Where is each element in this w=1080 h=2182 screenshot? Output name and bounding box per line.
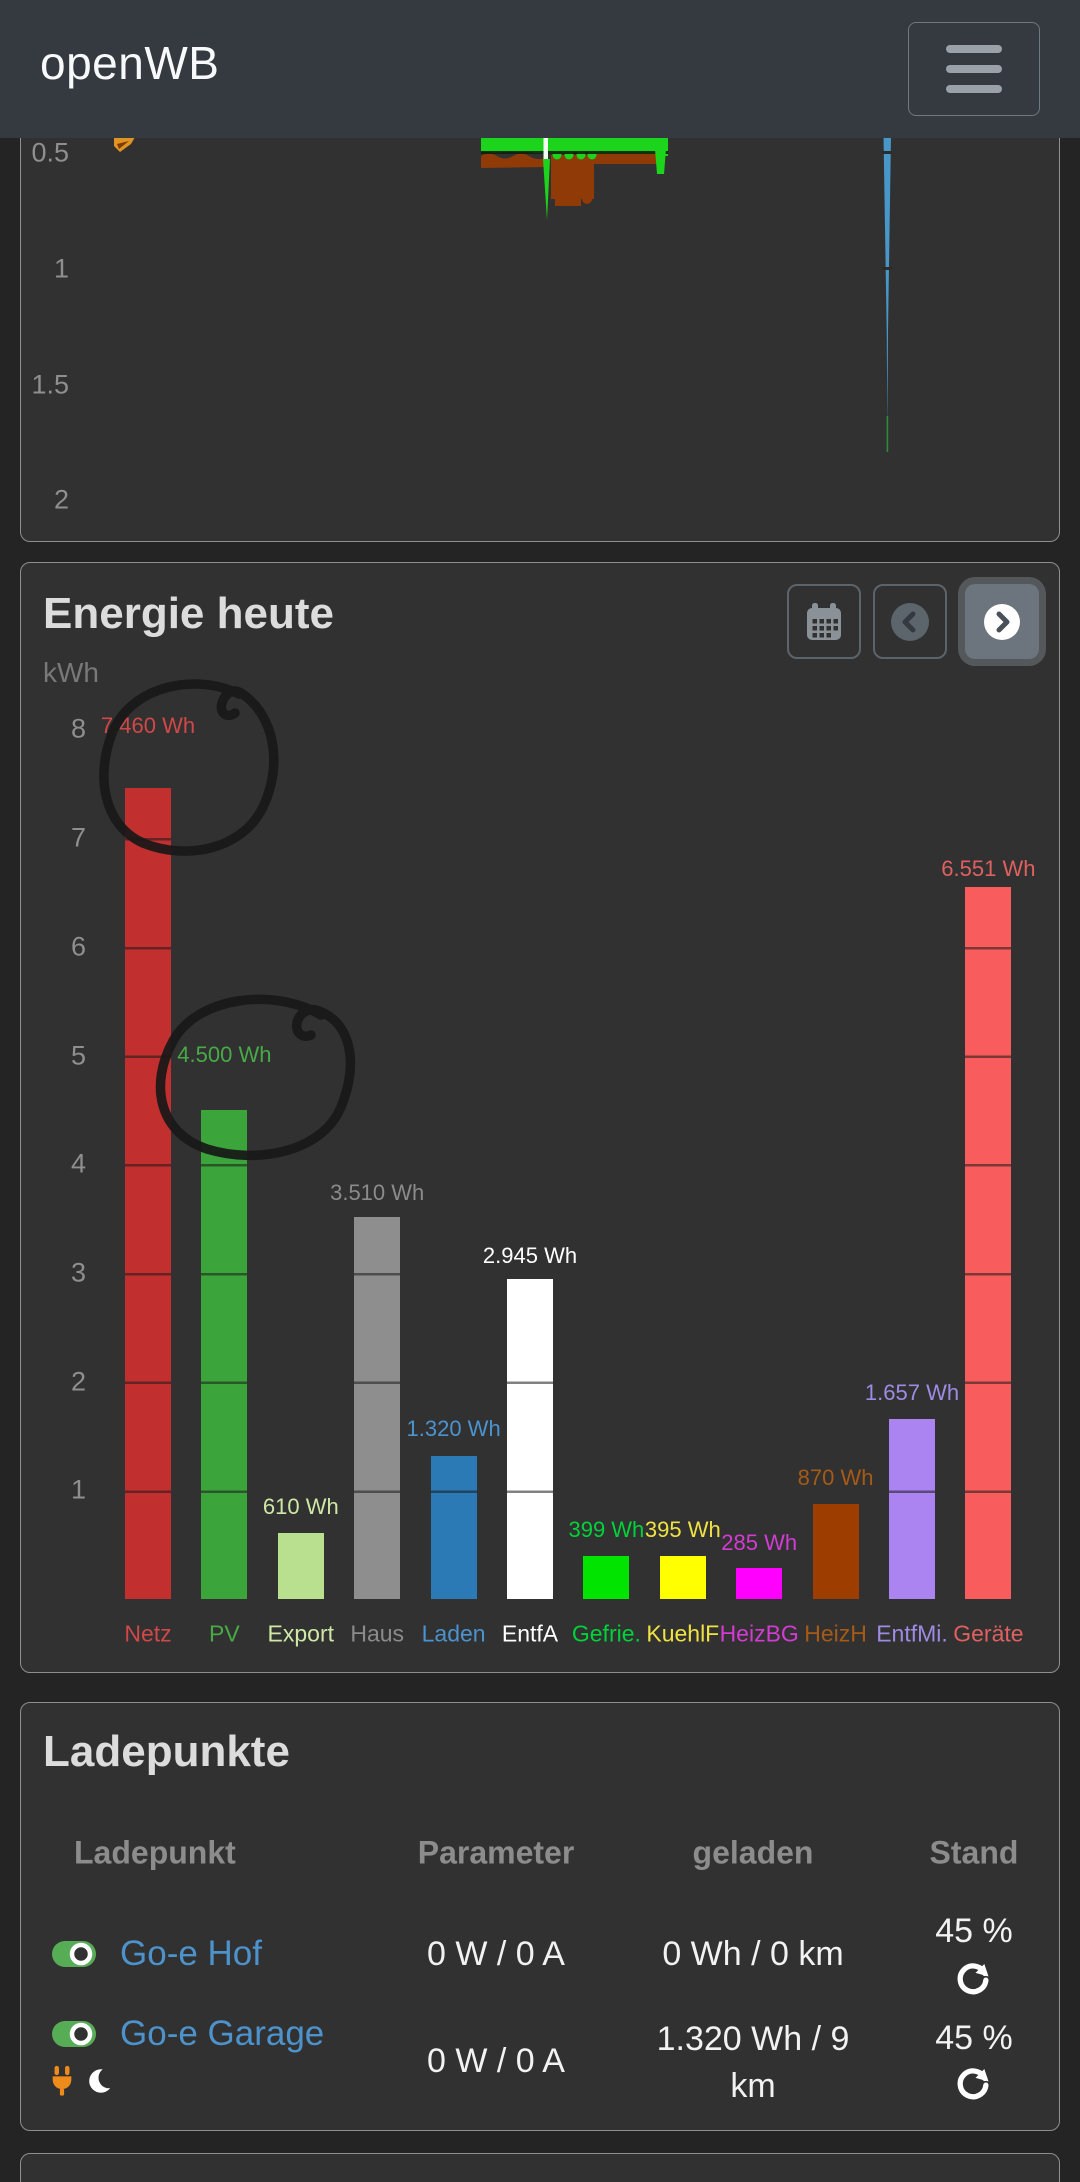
next-card-partial xyxy=(20,2153,1060,2182)
bar-x-label: EntfA xyxy=(501,1620,559,1647)
col-header-ladepunkt: Ladepunkt xyxy=(74,1834,236,1871)
parameter-value: 0 W / 0 A xyxy=(427,1935,565,1973)
col-header-geladen: geladen xyxy=(692,1834,814,1871)
geladen-value-line2: km xyxy=(730,2067,776,2105)
ladepunkte-title: Ladepunkte xyxy=(43,1727,290,1776)
bar-x-label: Gefrie. xyxy=(571,1620,641,1647)
hamburger-menu-button[interactable] xyxy=(908,22,1040,116)
soc-refresh-icon[interactable] xyxy=(955,1961,991,1997)
app-brand: openWB xyxy=(40,36,220,89)
bar-value-label: 3.510 Wh xyxy=(330,1180,425,1206)
calendar-button[interactable] xyxy=(787,584,861,659)
bar-chart-y-tick: 7 xyxy=(70,822,86,853)
bar-value-label: 399 Wh xyxy=(568,1516,645,1542)
toggle-on-go-e-garage[interactable] xyxy=(51,2020,97,2048)
live-chart-plot xyxy=(114,136,892,452)
bar-value-label: 395 Wh xyxy=(644,1517,721,1543)
bar-value-label: 1.657 Wh xyxy=(864,1379,960,1405)
live-chart-tick: 0.5 xyxy=(31,137,69,168)
bar-Laden xyxy=(430,1455,477,1599)
live-chart-tick: 1.5 xyxy=(31,369,69,400)
bar-EntfA xyxy=(507,1278,553,1599)
chevron-right-icon xyxy=(984,603,1020,640)
geladen-value: 0 Wh / 0 km xyxy=(662,1935,844,1973)
bar-value-label: 1.320 Wh xyxy=(406,1415,501,1441)
bar-x-label: Export xyxy=(267,1620,335,1647)
moon-icon xyxy=(89,2067,118,2093)
ladepunkte-card: Ladepunkte Ladepunkt Parameter geladen S… xyxy=(20,1702,1060,2131)
bar-chart-y-tick: 4 xyxy=(70,1148,86,1179)
energy-today-card: Energie heute xyxy=(20,562,1060,1673)
navbar: openWB xyxy=(0,0,1080,138)
bar-chart-y-tick: 3 xyxy=(70,1257,86,1288)
toggle-on-go-e-hof[interactable] xyxy=(51,1940,97,1968)
soc-value: 45 % xyxy=(935,2019,1013,2057)
previous-day-button[interactable] xyxy=(873,584,947,659)
bar-chart-y-tick: 5 xyxy=(70,1040,86,1070)
bar-Netz xyxy=(125,788,171,1599)
bar-value-label: 6.551 Wh xyxy=(941,855,1036,881)
y-axis-unit: kWh xyxy=(43,657,99,688)
next-day-button[interactable] xyxy=(965,584,1039,659)
bar-Export xyxy=(277,1532,324,1599)
live-chart-tick: 2 xyxy=(53,484,69,515)
calendar-icon xyxy=(807,602,841,640)
live-chart-tick: 1 xyxy=(53,253,69,284)
col-header-parameter: Parameter xyxy=(417,1834,575,1871)
bar-value-label: 285 Wh xyxy=(721,1530,798,1556)
bar-value-label: 7.460 Wh xyxy=(100,713,196,739)
bar-chart-y-tick: 8 xyxy=(70,713,86,744)
bar-HeizBG xyxy=(736,1568,783,1599)
bar-KuehlF xyxy=(659,1556,706,1599)
chevron-left-icon xyxy=(891,602,929,641)
bar-PV xyxy=(201,1109,248,1599)
bar-x-label: PV xyxy=(209,1620,240,1647)
plug-icon xyxy=(52,2065,72,2096)
bar-HeizH xyxy=(812,1504,859,1599)
geladen-value-line1: 1.320 Wh / 9 xyxy=(656,2020,850,2058)
bar-x-label: KuehlF xyxy=(646,1620,720,1647)
hamburger-icon xyxy=(946,45,1002,53)
bar-x-label: Haus xyxy=(350,1620,405,1647)
soc-value: 45 % xyxy=(935,1912,1013,1950)
chargepoint-status-icons xyxy=(48,2065,118,2097)
bar-Geräte xyxy=(965,886,1012,1599)
bar-Gefrie. xyxy=(583,1555,630,1599)
bar-chart-y-tick: 1 xyxy=(70,1474,86,1505)
bar-value-label: 4.500 Wh xyxy=(177,1041,272,1067)
bar-x-label: Geräte xyxy=(953,1620,1024,1647)
bar-value-label: 2.945 Wh xyxy=(482,1242,578,1268)
parameter-value: 0 W / 0 A xyxy=(427,2042,565,2080)
bar-x-label: EntfMi. xyxy=(876,1620,948,1647)
bar-x-label: Netz xyxy=(124,1620,172,1647)
chargepoint-link-go-e-garage[interactable]: Go-e Garage xyxy=(120,2014,325,2053)
bar-value-label: 610 Wh xyxy=(262,1493,339,1519)
chargepoint-link-go-e-hof[interactable]: Go-e Hof xyxy=(120,1934,262,1973)
bar-value-label: 870 Wh xyxy=(797,1465,874,1491)
bar-chart-y-tick: 6 xyxy=(70,931,86,962)
bar-x-label: HeizBG xyxy=(719,1620,799,1647)
bar-Haus xyxy=(354,1217,401,1599)
soc-refresh-icon[interactable] xyxy=(955,2066,991,2102)
bar-x-label: Laden xyxy=(421,1620,486,1647)
col-header-stand: Stand xyxy=(929,1834,1019,1871)
energy-card-title: Energie heute xyxy=(43,589,334,638)
bar-chart-y-tick: 2 xyxy=(70,1366,86,1397)
bar-x-label: HeizH xyxy=(804,1620,867,1647)
bar-EntfMi. xyxy=(889,1418,935,1599)
